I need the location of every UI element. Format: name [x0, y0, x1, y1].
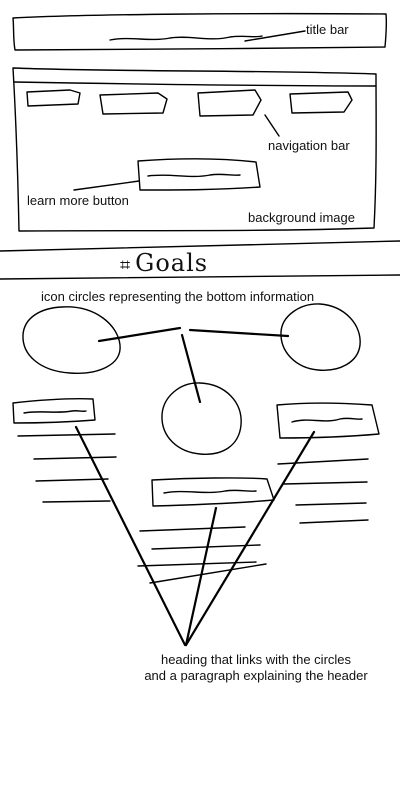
title-bar-leader	[244, 30, 306, 42]
background-image-label: background image	[248, 210, 355, 225]
paragraph-lines-right	[277, 458, 369, 524]
heading-scribble-center	[163, 489, 257, 494]
nav-tab-3	[197, 89, 262, 117]
paragraph-lines-center	[137, 526, 267, 584]
learn-more-button-label: learn more button	[27, 193, 129, 208]
section-heading-text: Goals	[135, 249, 209, 277]
heading-note-line-2: and a paragraph explaining the header	[144, 668, 368, 683]
title-bar-box	[12, 12, 388, 51]
title-bar-scribble	[109, 35, 263, 41]
hash-mark-icon: ⌗	[120, 255, 132, 276]
section-divider-top	[0, 240, 400, 252]
circle-connector-center	[180, 333, 202, 404]
icon-circle-right	[280, 303, 361, 371]
section-divider-bottom	[0, 274, 400, 280]
section-heading: ⌗ Goals	[120, 250, 208, 279]
hero-frame-inner-top	[13, 81, 377, 87]
note-leader-left	[74, 425, 187, 647]
heading-note-line-1: heading that links with the circles	[160, 652, 352, 667]
paragraph-lines-left	[17, 433, 117, 503]
nav-tab-1	[26, 89, 81, 107]
icon-circle-center	[161, 382, 242, 455]
learn-more-box	[137, 158, 261, 191]
title-bar-label: title bar	[306, 22, 349, 37]
circle-connector-left	[97, 326, 182, 343]
navigation-bar-label: navigation bar	[268, 138, 350, 153]
note-leader-right	[184, 430, 316, 647]
hero-frame	[12, 67, 377, 232]
heading-scribble-left	[23, 410, 87, 414]
note-leader-center	[184, 506, 218, 647]
nav-leader	[264, 114, 280, 137]
nav-tab-2	[99, 92, 168, 115]
learn-more-leader	[73, 180, 140, 191]
heading-note: heading that links with the circles and …	[126, 652, 386, 684]
heading-scribble-right	[291, 417, 363, 423]
heading-box-left	[12, 398, 96, 424]
nav-tab-4	[289, 91, 353, 114]
learn-more-scribble	[147, 173, 241, 178]
heading-box-right	[276, 402, 380, 439]
icon-circle-left	[22, 306, 121, 374]
icon-circles-label: icon circles representing the bottom inf…	[41, 289, 315, 304]
circle-connector-right	[188, 328, 290, 338]
